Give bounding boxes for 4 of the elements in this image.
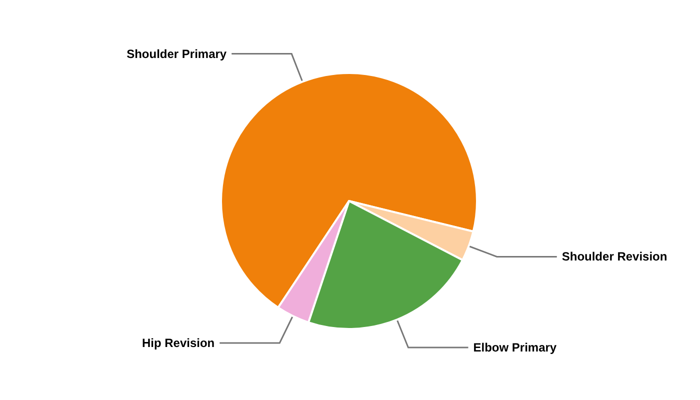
slice-label: Elbow Primary [473, 340, 557, 354]
slice-label: Shoulder Primary [126, 46, 227, 61]
slice-label: Shoulder Revision [562, 250, 668, 264]
slice-label: Hip Revision [142, 336, 215, 350]
